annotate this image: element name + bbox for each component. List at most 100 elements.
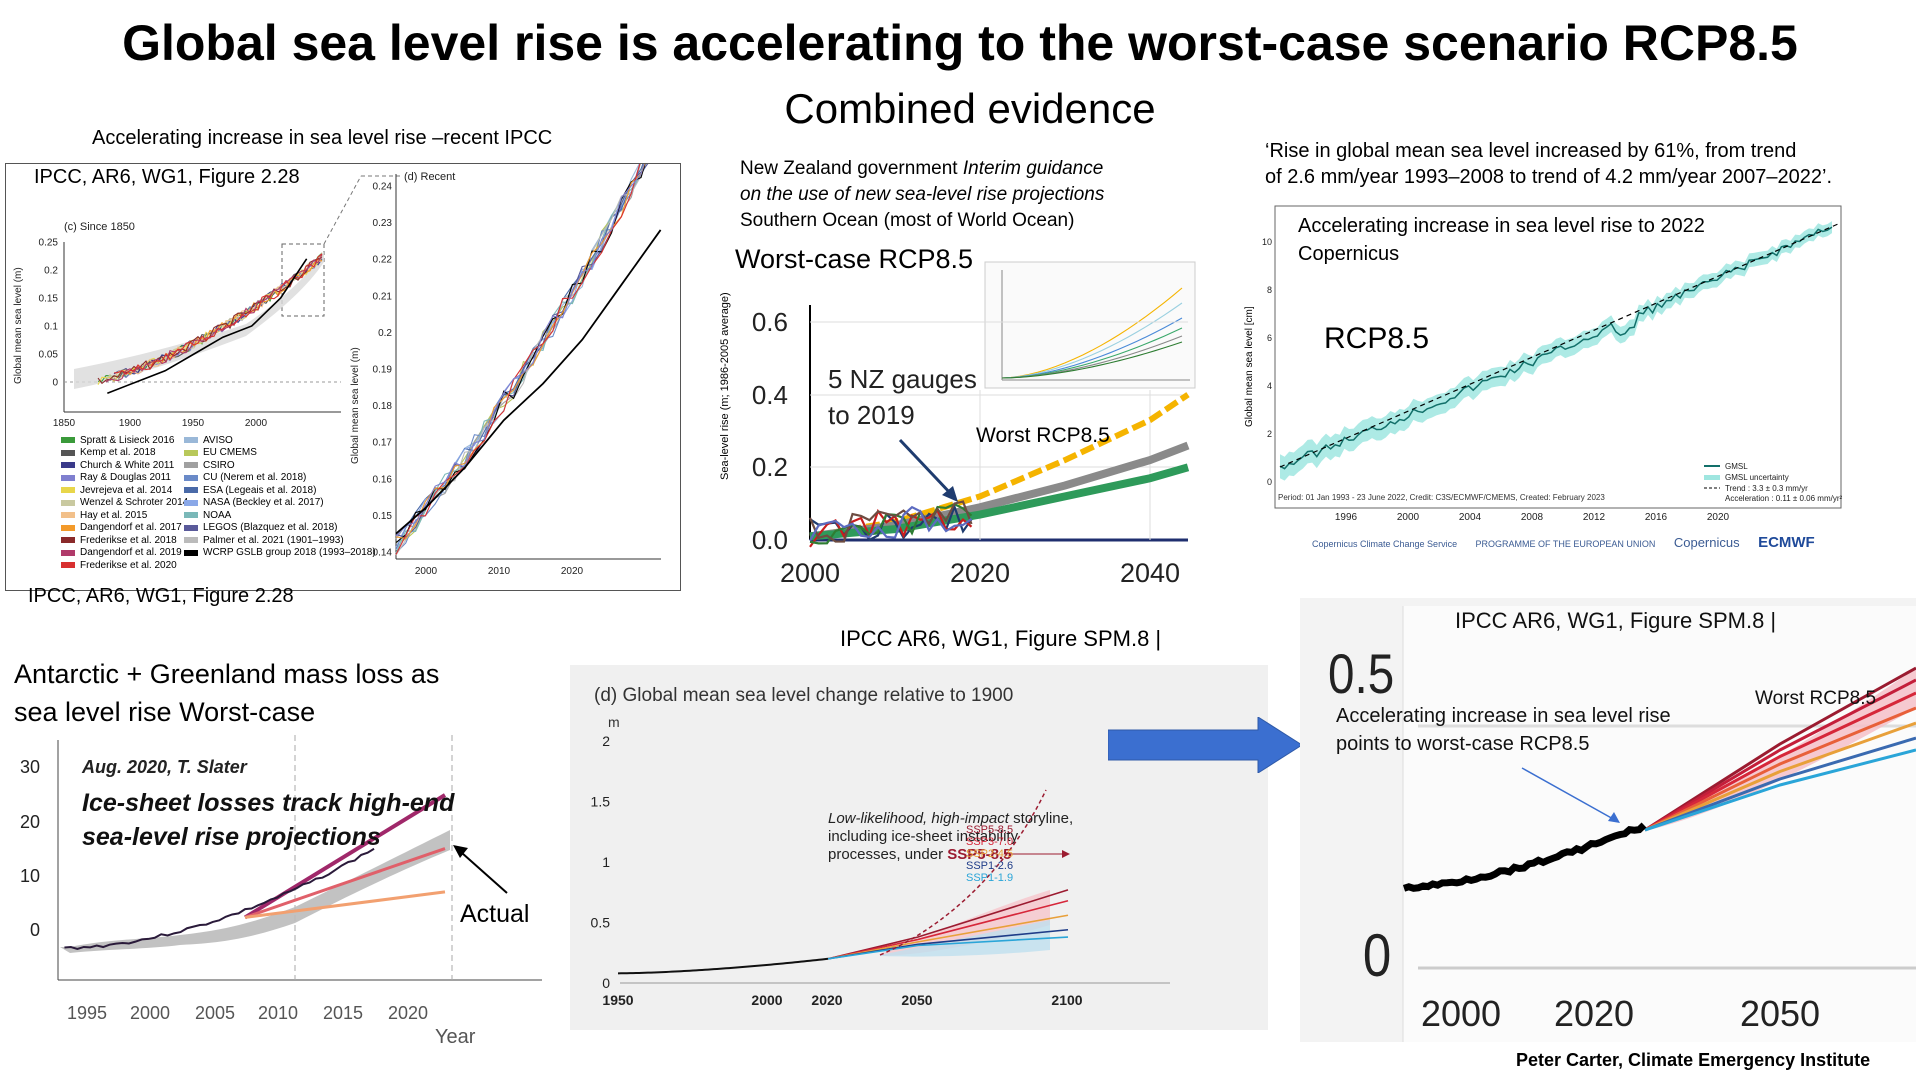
panel-b-caption: New Zealand government Interim guidance … xyxy=(740,156,1104,234)
legend-label: NOAA xyxy=(203,509,232,521)
panel-f-projection-line xyxy=(1644,748,1916,832)
panel-c-chart: 10 8 6 4 2 0 1996 2000 2004 2008 2012 2016 2020 Glob… xyxy=(1244,205,1843,520)
panel-a-left-series xyxy=(97,257,323,385)
panel-b-caption-1: New Zealand government xyxy=(740,158,963,179)
legend-label: CU (Nerem et al. 2018) xyxy=(203,472,307,484)
panel-d-xtick: 2010 xyxy=(258,1003,298,1023)
panel-d-low-projection xyxy=(244,890,446,919)
legend-entry: Ray & Douglas 2011 xyxy=(61,472,188,485)
panel-e-scenario-label: SSP1-2.6 xyxy=(966,860,1013,872)
panel-c-quote: ‘Rise in global mean sea level increased… xyxy=(1265,138,1832,190)
legend-swatch xyxy=(184,512,198,519)
panel-e-storyline-2: including ice-sheet instability xyxy=(828,828,1019,845)
panel-a-right-xtick: 2020 xyxy=(561,566,584,577)
legend-swatch xyxy=(61,499,75,506)
panel-c-ytick: 10 xyxy=(1262,237,1272,247)
panel-c-inner-title-2: Copernicus xyxy=(1298,243,1400,265)
panel-f-projection-line xyxy=(1644,706,1916,832)
legend-label: Hay et al. 2015 xyxy=(80,509,148,521)
footer-credit: Peter Carter, Climate Emergency Institut… xyxy=(1516,1050,1871,1070)
panel-a-legend-right: AVISO EU CMEMS CSIRO CU (Nerem et al. 2018)… xyxy=(184,434,376,559)
legend-label: Dangendorf et al. 2019 xyxy=(80,547,182,559)
legend-swatch xyxy=(61,462,75,469)
legend-swatch xyxy=(184,437,198,444)
panel-e-scenario-label: SSP2-4.5 xyxy=(966,848,1013,860)
legend-entry: AVISO xyxy=(184,434,376,447)
panel-b-inset-series xyxy=(1001,341,1183,379)
ecmwf-logo: ECMWF xyxy=(1758,534,1815,551)
panel-b-projection-series xyxy=(809,392,1190,540)
legend-swatch xyxy=(61,487,75,494)
legend-swatch xyxy=(184,487,198,494)
panel-e-scenario-label: SSP1-1.9 xyxy=(966,872,1013,884)
panel-c-xtick: 2016 xyxy=(1645,512,1668,520)
panel-d-ytick: 10 xyxy=(20,866,40,886)
panel-f-ytick-bottom: 0 xyxy=(1363,922,1391,989)
panel-a-right-ytick: 0.24 xyxy=(373,182,393,193)
panel-a-inner-caption: IPCC, AR6, WG1, Figure 2.28 xyxy=(34,166,300,188)
panel-a-left-ytick: 0.05 xyxy=(39,350,59,361)
panel-c-xtick: 2020 xyxy=(1707,512,1730,520)
panel-f-xtick: 2000 xyxy=(1421,993,1501,1034)
panel-c-ytick: 2 xyxy=(1267,429,1272,439)
legend-swatch xyxy=(61,437,75,444)
panel-a-right-xtick: 2010 xyxy=(488,566,511,577)
panel-a-right-ytick: 0.21 xyxy=(373,291,393,302)
legend-entry: Palmer et al. 2021 (1901–1993) xyxy=(184,534,376,547)
panel-a-right-xtick: 2000 xyxy=(415,566,438,577)
panel-e-xtick: 2020 xyxy=(811,992,842,1008)
legend-label: Frederikse et al. 2020 xyxy=(80,559,177,571)
panel-e-caption: IPCC AR6, WG1, Figure SPM.8 | xyxy=(840,626,1162,651)
panel-b-gauges-annotation-2: to 2019 xyxy=(828,400,915,430)
panel-e-scenario-label: SSP5-8.5 xyxy=(966,824,1013,836)
legend-entry: CU (Nerem et al. 2018) xyxy=(184,472,376,485)
panel-a-caption: Accelerating increase in sea level rise … xyxy=(92,127,553,149)
legend-label: Palmer et al. 2021 (1901–1993) xyxy=(203,534,344,546)
panel-c-xtick: 2008 xyxy=(1521,512,1544,520)
panel-a-right-ytick: 0.2 xyxy=(378,328,392,339)
panel-c-frame: 10 8 6 4 2 0 1996 2000 2004 2008 2012 2016 2020 Glob… xyxy=(1240,202,1846,520)
legend-entry: Frederikse et al. 2018 xyxy=(61,534,188,547)
panel-c-legend-acceleration: Acceleration : 0.11 ± 0.06 mm/yr² xyxy=(1725,494,1843,503)
panel-a-right-label: (d) Recent xyxy=(404,171,455,183)
legend-entry: WCRP GSLB group 2018 (1993–2018) xyxy=(184,547,376,560)
panel-a-left-ytick: 0.25 xyxy=(39,238,59,249)
panel-b-caption-italic: Interim guidance xyxy=(962,158,1104,179)
panel-b-xtick: 2040 xyxy=(1120,558,1180,588)
legend-swatch xyxy=(184,537,198,544)
legend-label: EU CMEMS xyxy=(203,447,257,459)
panel-a-right-ytick: 0.22 xyxy=(373,255,393,266)
legend-label: Spratt & Lisieck 2016 xyxy=(80,434,175,446)
legend-entry: EU CMEMS xyxy=(184,447,376,460)
legend-entry: LEGOS (Blazquez et al. 2018) xyxy=(184,522,376,535)
legend-swatch xyxy=(61,562,75,569)
panel-d-actual-series xyxy=(64,847,375,951)
panel-c-credit: Period: 01 Jan 1993 - 23 June 2022, Cred… xyxy=(1278,493,1605,502)
panel-e-frame: (d) Global mean sea level change relativ… xyxy=(570,665,1268,1030)
legend-label: CSIRO xyxy=(203,459,235,471)
panel-a-left-mean xyxy=(107,258,308,394)
panel-c-ylabel: Global mean sea level [cm] xyxy=(1244,306,1255,427)
panel-f-projection-line xyxy=(1644,736,1916,832)
panel-a-left-xtick: 1850 xyxy=(53,418,76,429)
panel-d-xtick: 2015 xyxy=(323,1003,363,1023)
panel-b-ylabel: Sea-level rise (m; 1986-2005 average) xyxy=(719,292,731,480)
legend-label: NASA (Beckley et al. 2017) xyxy=(203,497,324,509)
panel-f-caption: IPCC AR6, WG1, Figure SPM.8 | xyxy=(1455,608,1776,633)
panel-e-unit: m xyxy=(608,714,620,730)
legend-entry: Wenzel & Schroter 2014 xyxy=(61,497,188,510)
panel-e-storyline-1: Low-likelihood, high-impact storyline, xyxy=(828,810,1073,827)
copernicus-ccs-logo: Copernicus Climate Change Service xyxy=(1312,539,1458,549)
panel-c-legend-gmsl: GMSL xyxy=(1725,462,1748,471)
panel-a-right-ytick: 0.19 xyxy=(373,365,393,376)
panel-c-scenario-label: RCP8.5 xyxy=(1324,322,1430,355)
legend-swatch xyxy=(184,549,198,556)
panel-a-right-series xyxy=(395,164,641,540)
legend-entry: Dangendorf et al. 2017 xyxy=(61,522,188,535)
legend-entry: NOAA xyxy=(184,509,376,522)
legend-label: AVISO xyxy=(203,434,233,446)
panel-a-left-ytick: 0.2 xyxy=(44,266,58,277)
panel-e-xtick: 1950 xyxy=(602,992,633,1008)
panel-c-xtick: 2000 xyxy=(1397,512,1420,520)
panel-d-headline-2: sea-level rise projections xyxy=(82,823,381,851)
